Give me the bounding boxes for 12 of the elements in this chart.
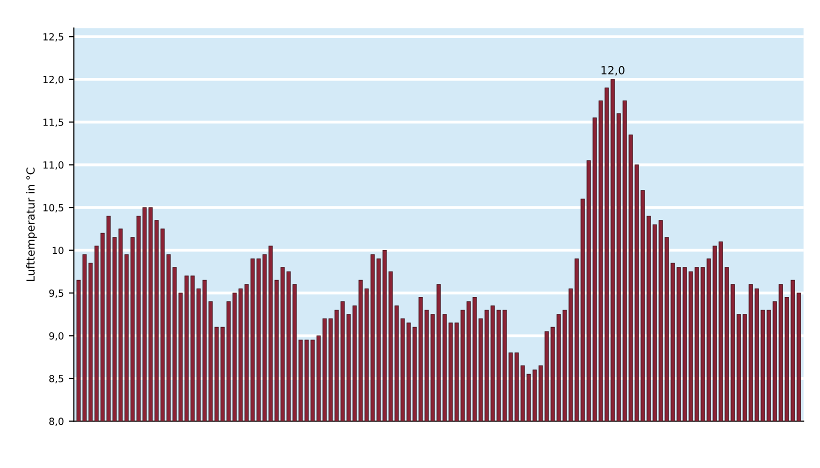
y-tick-label: 11,0	[44, 161, 64, 170]
y-tick-label: 8,5	[49, 374, 64, 384]
data-label: 12,0	[602, 66, 624, 76]
y-tick-label: 10,5	[44, 204, 64, 212]
y-tick-label: 9,5	[49, 289, 64, 298]
y-axis-title: Lufttemperatur in °C	[26, 168, 37, 281]
y-tick-label: 12,5	[44, 33, 64, 42]
y-tick-label: 9,0	[49, 332, 64, 341]
y-tick-label: 12,0	[44, 76, 64, 84]
y-tick-label: 11,5	[44, 118, 64, 127]
y-tick-label: 8,0	[49, 418, 64, 426]
y-tick-label: 10	[52, 246, 64, 254]
